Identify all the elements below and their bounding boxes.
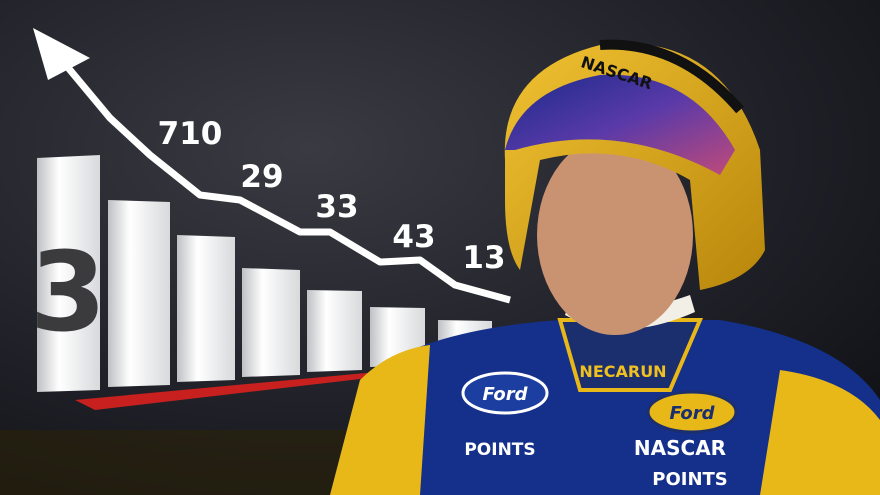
bar-graphic: 3 710 29 33 43 13: [30, 28, 511, 410]
value-label: 33: [315, 189, 358, 225]
bar: [307, 290, 362, 372]
bar: [37, 155, 100, 392]
face: [537, 135, 693, 335]
logo-oval: [646, 390, 738, 434]
suit-shoulder: [330, 345, 430, 495]
value-label: 29: [240, 159, 283, 195]
suit: [330, 320, 880, 495]
value-label: 13: [462, 240, 505, 276]
arrow-head: [33, 28, 90, 80]
bar: [242, 268, 300, 377]
big-number: 3: [30, 228, 107, 356]
trend-arrow: [52, 49, 511, 304]
value-label: 43: [392, 219, 435, 255]
patch-text: Ford: [669, 403, 715, 424]
value-label: 710: [158, 116, 223, 152]
patch-text: POINTS: [652, 469, 728, 490]
suit-shoulder: [760, 370, 880, 495]
bar: [177, 235, 235, 382]
name-patch-bg: [585, 358, 661, 384]
patch-text: NASCAR: [634, 436, 726, 460]
name-patch: NECARUN: [579, 362, 666, 381]
helmet-stripe: [599, 39, 744, 114]
logo-oval: [461, 371, 549, 415]
patch-text: POINTS: [464, 440, 535, 460]
red-underline: [75, 368, 420, 410]
bar: [108, 200, 170, 387]
visor: [505, 74, 735, 175]
driver: NASCAR NECARUN Ford POINTS Ford NASCAR P…: [330, 39, 880, 495]
patch-text: Ford: [482, 384, 528, 405]
